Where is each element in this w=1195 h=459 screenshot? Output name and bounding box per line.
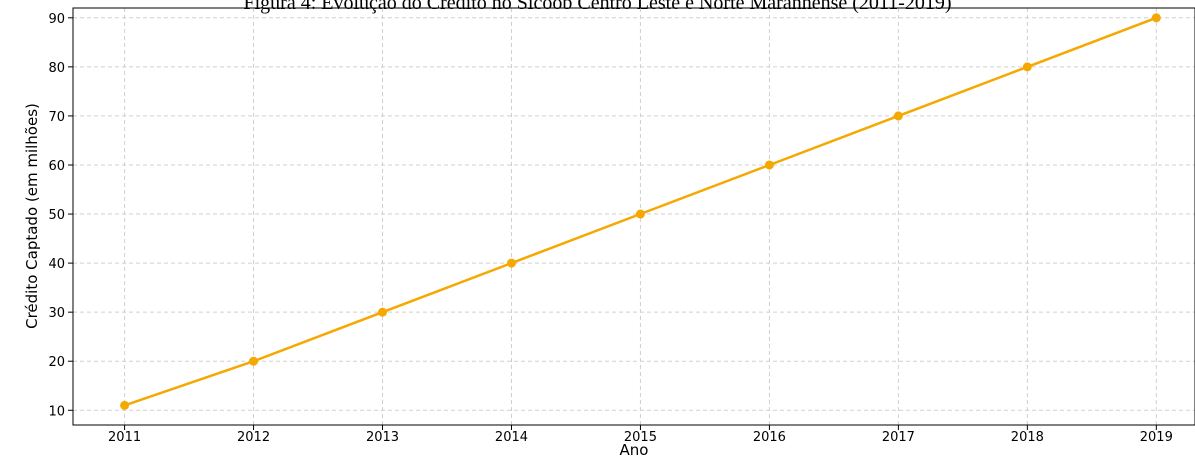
data-point [764,160,774,170]
x-tick-label: 2013 [366,430,399,445]
data-point [635,209,645,219]
axis-ticks: 10 20 30 40 50 60 70 80 90 2011 2012 2013 2014 2015 20… [48,12,1172,445]
y-tick-label: 70 [48,110,65,125]
y-axis-label: Crédito Captado (em milhões) [23,103,41,329]
y-tick-label: 30 [48,306,65,321]
data-point [120,400,130,410]
data-point [893,111,903,121]
x-tick-label: 2015 [624,430,657,445]
x-tick-label: 2014 [495,430,528,445]
y-tick-label: 50 [48,208,65,223]
data-point [1151,13,1161,23]
x-tick-label: 2011 [108,430,141,445]
x-tick-label: 2012 [237,430,270,445]
y-tick-label: 90 [48,12,65,27]
x-tick-label: 2017 [882,430,915,445]
data-point [506,258,516,268]
x-tick-label: 2016 [753,430,786,445]
grid [73,8,1195,425]
y-tick-label: 80 [48,61,65,76]
data-point [1022,62,1032,72]
x-tick-label: 2018 [1011,430,1044,445]
y-tick-label: 20 [48,355,65,370]
x-axis-label: Ano [620,441,649,459]
y-tick-label: 60 [48,159,65,174]
y-tick-label: 40 [48,257,65,272]
figure-title: Figura 4: Evolução do Crédito no Sicoob … [243,0,952,14]
plot-frame [72,7,1195,426]
x-tick-label: 2019 [1140,430,1173,445]
data-point [249,356,259,366]
data-point [378,307,388,317]
series-layer [120,13,1161,410]
y-tick-label: 10 [48,404,65,419]
